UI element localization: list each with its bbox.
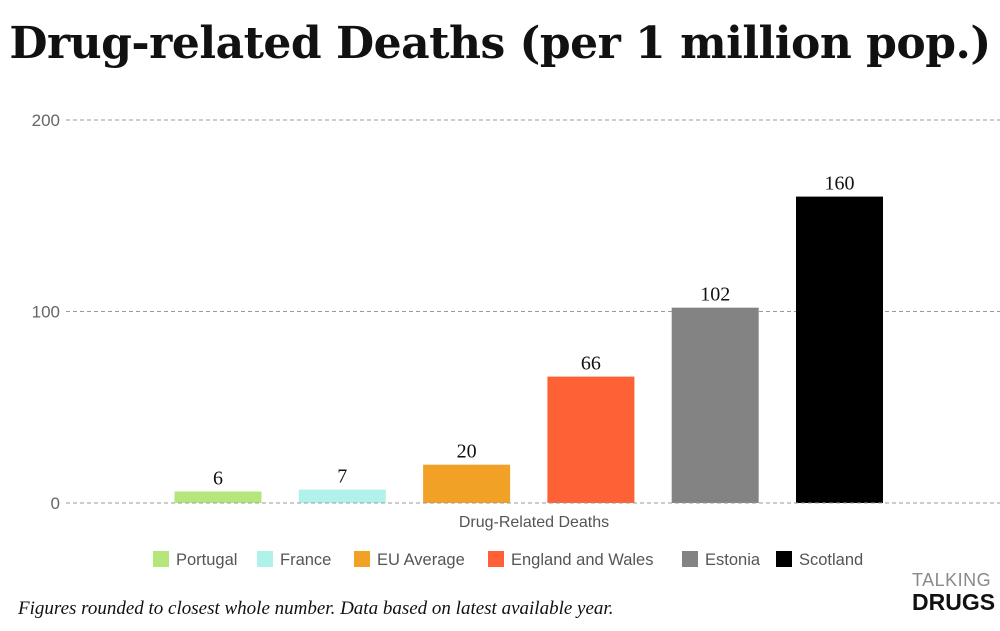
legend-label: France	[280, 551, 331, 569]
legend-label: Estonia	[705, 551, 761, 569]
data-label: 102	[700, 284, 730, 306]
logo-text-top: TALKING	[912, 570, 992, 590]
legend-swatch	[153, 551, 169, 567]
y-axis: 0 100 200	[32, 111, 60, 513]
bar-england-and-wales	[547, 376, 635, 503]
bar-eu-average	[423, 464, 511, 503]
legend-label: EU Average	[377, 551, 465, 569]
bars	[174, 196, 883, 503]
data-label: 7	[337, 466, 347, 488]
legend-label: Scotland	[799, 551, 863, 569]
legend-swatch	[257, 551, 273, 567]
talking-drugs-logo: TALKING DRUGS	[912, 570, 996, 615]
bar-chart: 0 100 200 6 7 20 66 102 160 Drug-Related Deaths…	[32, 111, 1000, 569]
y-tick-label: 0	[51, 494, 60, 513]
legend-swatch	[776, 551, 792, 567]
legend: Portugal France EU Average England and Wale…	[153, 551, 863, 569]
legend-swatch	[682, 551, 698, 567]
bar-portugal	[174, 491, 262, 503]
data-label: 66	[581, 353, 601, 375]
y-tick-label: 100	[32, 303, 60, 322]
chart-title: Drug-related Deaths (per 1 million pop.)	[9, 18, 991, 69]
legend-label: Portugal	[176, 551, 237, 569]
bar-france	[298, 489, 386, 503]
bar-scotland	[796, 196, 883, 503]
logo-text-bottom: DRUGS	[912, 589, 996, 615]
data-label: 6	[213, 468, 223, 490]
legend-swatch	[354, 551, 370, 567]
data-label: 20	[457, 441, 477, 463]
data-labels: 6 7 20 66 102 160	[66, 173, 1000, 504]
y-tick-label: 200	[32, 111, 60, 130]
legend-label: England and Wales	[511, 551, 653, 569]
footnote: Figures rounded to closest whole number.…	[18, 598, 614, 619]
bar-estonia	[671, 307, 759, 503]
x-axis-title: Drug-Related Deaths	[459, 514, 609, 531]
data-label: 160	[825, 173, 855, 195]
legend-swatch	[488, 551, 504, 567]
